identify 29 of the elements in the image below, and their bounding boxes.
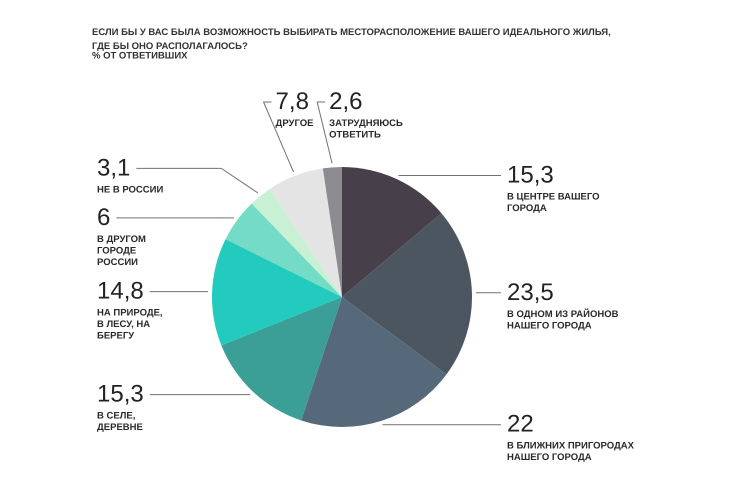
data-label: 14,8: [97, 278, 144, 305]
chart-title: ЕСЛИ БЫ У ВАС БЫЛА ВОЗМОЖНОСТЬ ВЫБИРАТЬ МЕСТОРАСПОЛОЖЕНИЕ ВАШЕГО ИДЕАЛЬНОГО ЖИЛЬЯ, ГДЕ БЫ ОНО РАСПОЛАГАЛОСЬ?: [92, 27, 611, 52]
slice-label: В СЕЛЕ, ДЕРЕВНЕ: [97, 410, 143, 434]
pie-slice: [269, 168, 342, 297]
pie-slice: [226, 204, 342, 297]
data-label: 6: [97, 204, 110, 231]
slice-label: НЕ В РОССИИ: [97, 184, 164, 196]
pie-slice: [342, 167, 442, 297]
pie-slice: [252, 189, 342, 297]
slice-label: НА ПРИРОДЕ, В ЛЕСУ, НА БЕРЕГУ: [97, 308, 163, 342]
data-label: 15,3: [97, 380, 144, 408]
slice-label: В ОДНОМ ИЗ РАЙОНОВ НАШЕГО ГОРОДА: [507, 308, 619, 332]
slice-label: В ДРУГОМ ГОРОДЕ РОССИИ: [97, 234, 146, 268]
data-label: 15,3: [507, 162, 554, 188]
pie-slice: [212, 239, 342, 346]
chart-subtitle: % ОТ ОТВЕТИВШИХ: [92, 50, 188, 62]
data-label: 2,6: [329, 88, 363, 115]
slice-label: ЗАТРУДНЯЮСЬ ОТВЕТИТЬ: [329, 118, 403, 140]
pie-slice: [301, 297, 446, 427]
pie-slice: [322, 167, 342, 297]
slice-label: ДРУГОЕ: [276, 118, 314, 129]
pie-slice: [221, 297, 342, 420]
data-label: 3,1: [97, 154, 130, 182]
pie-slice: [342, 213, 472, 374]
slice-label: В ЦЕНТРЕ ВАШЕГО ГОРОДА: [507, 192, 600, 214]
data-label: 23,5: [507, 278, 554, 306]
slice-label: В БЛИЖНИХ ПРИГОРОДАХ НАШЕГО ГОРОДА: [507, 440, 635, 464]
data-label: 22: [507, 410, 534, 438]
data-label: 7,8: [276, 88, 309, 115]
